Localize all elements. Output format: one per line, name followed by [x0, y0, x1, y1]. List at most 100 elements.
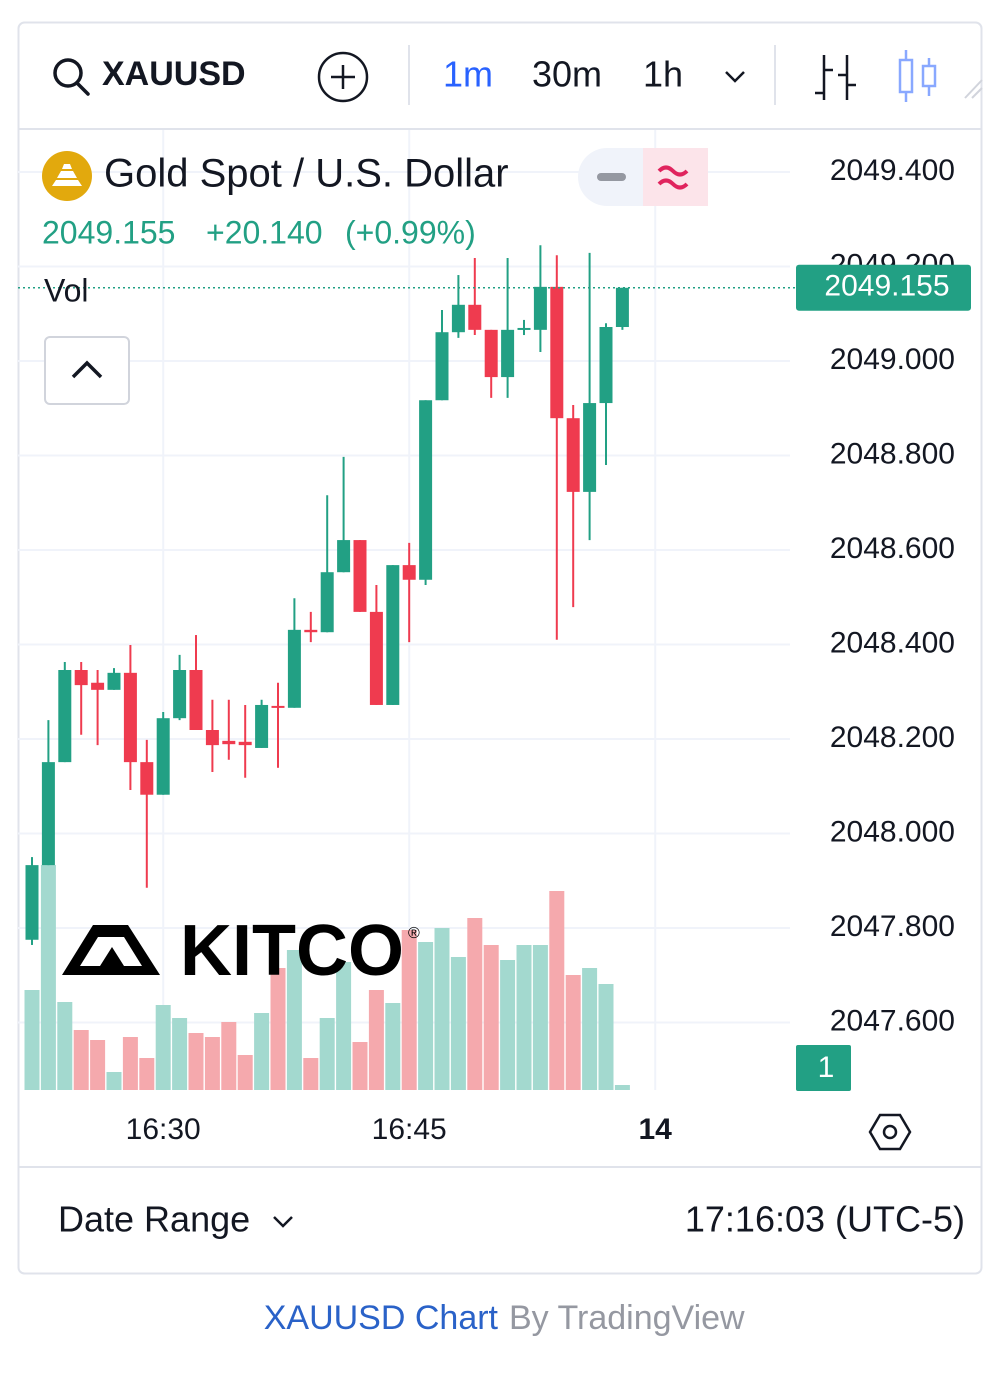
source-icon: [657, 165, 689, 190]
candle-body: [140, 762, 154, 795]
compare-button[interactable]: [317, 51, 369, 103]
volume-bar: [434, 928, 450, 1090]
candle-body: [304, 629, 318, 633]
volume-bar: [385, 1003, 401, 1090]
y-tick-label: 2049.400: [830, 154, 955, 187]
candle-body: [41, 762, 55, 866]
search-icon: [53, 58, 83, 88]
candle-body: [287, 629, 301, 708]
volume-bar: [40, 865, 56, 1090]
y-tick-label: 2048.200: [830, 721, 955, 754]
x-tick-label: 16:45: [372, 1113, 447, 1146]
price-change: +20.140: [206, 214, 323, 250]
candle-body: [566, 418, 580, 492]
settings-button[interactable]: [868, 1113, 912, 1151]
y-tick-label: 2049.000: [830, 343, 955, 376]
last-price: 2049.155: [42, 214, 175, 250]
volume-bar: [188, 1033, 204, 1090]
volume-bar: [90, 1040, 106, 1090]
candle-body: [25, 865, 39, 940]
candle-body: [107, 672, 121, 690]
volume-bar: [303, 1058, 319, 1090]
volume-bar: [582, 968, 598, 1090]
chart-title: Gold Spot / U.S. Dollar: [104, 152, 509, 196]
candle-body: [468, 304, 482, 330]
volume-bar: [401, 930, 417, 1090]
collapse-box: [44, 336, 130, 405]
bar-style-button[interactable]: [815, 55, 856, 100]
candle-body: [550, 286, 564, 419]
collapse-chevron: [71, 360, 103, 379]
volume-bar: [450, 957, 466, 1090]
volume-label: Vol: [44, 272, 88, 308]
volume-bar: [319, 1018, 335, 1090]
settings-dot: [882, 1124, 898, 1140]
gold-bars: [52, 164, 82, 186]
candle-body: [501, 329, 515, 378]
volume-bar: [549, 891, 565, 1090]
bar-icon: [815, 55, 833, 100]
candle-body: [402, 565, 416, 580]
candle-style-button[interactable]: [898, 50, 937, 102]
volume-bar: [172, 1018, 188, 1090]
candle-body: [222, 740, 236, 745]
date-range-chevron[interactable]: [273, 1216, 293, 1228]
volume-bar: [24, 990, 40, 1090]
candle-body: [419, 400, 433, 580]
interval[interactable]: 1m: [443, 54, 493, 95]
interval[interactable]: 1h: [643, 54, 683, 95]
candle-body: [337, 540, 351, 573]
volume-bar: [254, 1013, 270, 1090]
legend-pill-cap: [643, 148, 708, 206]
candle-body: [238, 741, 252, 746]
candle-body: [255, 704, 269, 748]
candle-body: [156, 718, 170, 795]
more-tools[interactable]: [964, 79, 983, 99]
overlay: 2047.600 2047.800 2048.000 2048.200 2048.400…: [18, 154, 971, 1146]
watermark: KITCO ®: [62, 911, 420, 991]
volume-bar: [598, 984, 614, 1090]
legend-buttons[interactable]: [578, 148, 708, 206]
interval[interactable]: 30m: [532, 54, 602, 95]
volume-bar: [286, 950, 302, 1090]
date-range[interactable]: Date Range: [58, 1199, 250, 1240]
x-tick-label: 14: [639, 1113, 673, 1146]
volume-bar: [336, 962, 352, 1090]
credit-link[interactable]: XAUUSD Chart: [264, 1299, 499, 1337]
volume-bar: [532, 945, 548, 1090]
clock: 17:16:03 (UTC-5): [685, 1199, 965, 1240]
volume-bar: [221, 1022, 237, 1090]
y-tick-label: 2048.000: [830, 815, 955, 848]
scale-badge: [796, 1045, 851, 1091]
candle-body: [205, 730, 219, 746]
volume-bar: [467, 918, 483, 1090]
volume-bar: [106, 1072, 122, 1090]
candle-body: [517, 327, 531, 330]
volume-bar: [368, 990, 384, 1090]
y-tick-label: 2048.600: [830, 532, 955, 565]
volume-bar: [139, 1058, 155, 1090]
candle-body: [353, 540, 367, 612]
symbol-search[interactable]: XAUUSD: [53, 55, 246, 96]
candle-body: [173, 670, 187, 719]
collapse-button[interactable]: [44, 336, 130, 405]
settings-hex: [868, 1113, 912, 1151]
candle-body: [435, 332, 449, 401]
volume-bar: [483, 945, 499, 1090]
candle-body: [271, 705, 285, 708]
candle-body: [615, 287, 629, 328]
volume-bar: [500, 960, 516, 1090]
candle-body: [583, 403, 597, 492]
volume-bar: [155, 1005, 171, 1090]
plus-circle: [317, 51, 369, 103]
candle-body: [189, 670, 203, 730]
interval-dropdown[interactable]: [725, 71, 745, 83]
kitco-wordmark: KITCO: [180, 911, 404, 991]
bar-icon: [838, 55, 856, 100]
volume-bar: [204, 1037, 220, 1090]
candle-body: [74, 670, 88, 686]
candle-body: [58, 670, 72, 763]
volume-bar: [352, 1042, 368, 1090]
